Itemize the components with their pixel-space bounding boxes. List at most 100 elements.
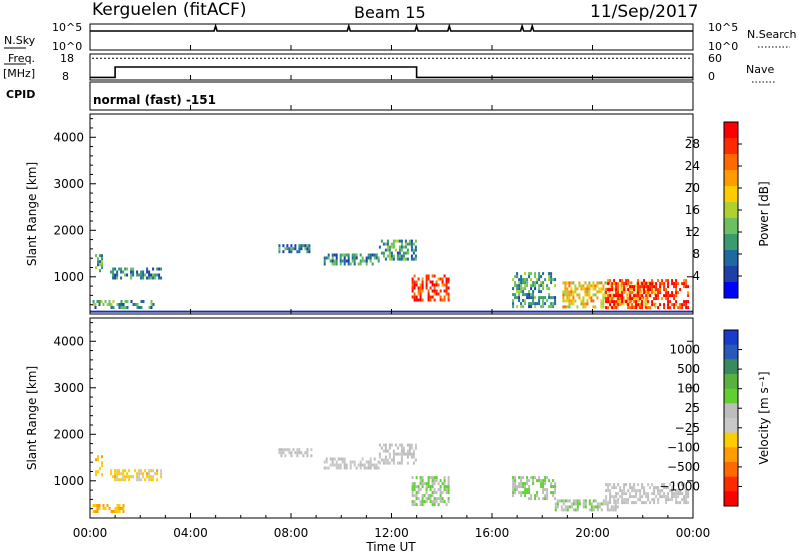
heatmap-cell <box>369 256 372 260</box>
heatmap-cell <box>663 486 666 490</box>
heatmap-cell <box>663 294 666 298</box>
heatmap-cell <box>347 259 350 263</box>
heatmap-cell <box>120 303 123 306</box>
heatmap-cell <box>512 293 515 297</box>
heatmap-cell <box>532 476 535 480</box>
heatmap-cell <box>414 446 417 450</box>
heatmap-cell <box>298 451 301 455</box>
heatmap-cell <box>651 498 654 502</box>
heatmap-cell <box>647 492 650 496</box>
heatmap-cell <box>447 482 450 486</box>
heatmap-cell <box>608 508 611 512</box>
heatmap-cell <box>608 281 611 285</box>
heatmap-cell <box>148 469 151 473</box>
heatmap-cell <box>411 503 414 507</box>
heatmap-cell <box>544 488 547 492</box>
heatmap-cell <box>653 498 656 502</box>
heatmap-cell <box>116 472 119 476</box>
heatmap-cell <box>524 491 527 495</box>
heatmap-cell <box>654 302 657 306</box>
heatmap-cell <box>110 303 113 306</box>
heatmap-cell <box>572 502 575 506</box>
heatmap-cell <box>92 300 95 303</box>
heatmap-cell <box>398 251 401 255</box>
heatmap-cell <box>447 292 450 296</box>
heatmap-cell <box>114 475 117 479</box>
heatmap-cell <box>520 278 523 282</box>
heatmap-cell <box>522 278 525 282</box>
heatmap-cell <box>435 479 438 483</box>
heatmap-cell <box>120 478 123 482</box>
heatmap-cell <box>331 463 334 467</box>
heatmap-cell <box>643 282 646 286</box>
heatmap-cell <box>617 285 620 289</box>
heatmap-cell <box>653 489 656 493</box>
heatmap-cell <box>681 498 684 502</box>
heatmap-cell <box>564 281 567 285</box>
heatmap-cell <box>620 302 623 306</box>
heatmap-cell <box>542 287 545 291</box>
heatmap-cell <box>530 293 533 297</box>
heatmap-cell <box>423 494 426 498</box>
heatmap-cell <box>631 303 634 307</box>
heatmap-cell <box>520 287 523 291</box>
heatmap-cell <box>627 282 630 286</box>
heatmap-cell <box>122 478 125 482</box>
heatmap-cell <box>327 466 330 470</box>
heatmap-cell <box>532 293 535 297</box>
heatmap-cell <box>570 502 573 506</box>
heatmap-cell <box>669 300 672 304</box>
heatmap-cell <box>653 501 656 505</box>
heatmap-cell <box>550 281 553 285</box>
heatmap-cell <box>514 479 517 483</box>
heatmap-cell <box>520 302 523 306</box>
heatmap-cell <box>427 479 430 483</box>
heatmap-cell <box>298 247 301 251</box>
heatmap-cell <box>392 254 395 258</box>
heatmap-cell <box>406 443 409 447</box>
heatmap-cell <box>542 479 545 483</box>
heatmap-cell <box>639 303 642 307</box>
heatmap-cell <box>665 279 668 283</box>
heatmap-cell <box>631 291 634 295</box>
heatmap-cell <box>421 482 424 486</box>
heatmap-cell <box>576 287 579 291</box>
heatmap-cell <box>685 300 688 304</box>
heatmap-cell <box>411 500 414 504</box>
heatmap-cell <box>631 495 634 499</box>
heatmap-cell <box>639 489 642 493</box>
heatmap-cell <box>425 286 428 290</box>
noise-right-tick-bottom: 10^0 <box>708 40 738 53</box>
heatmap-cell <box>415 295 418 299</box>
heatmap-cell <box>605 489 608 493</box>
heatmap-cell <box>433 292 436 296</box>
heatmap-cell <box>294 451 297 455</box>
heatmap-cell <box>118 510 121 513</box>
heatmap-cell <box>410 245 413 249</box>
heatmap-cell <box>637 291 640 295</box>
noise-sky-line <box>90 23 693 32</box>
heatmap-cell <box>655 282 658 286</box>
heatmap-cell <box>433 497 436 501</box>
heatmap-cell <box>290 250 293 254</box>
heatmap-cell <box>564 305 567 309</box>
heatmap-cell <box>377 256 380 260</box>
heatmap-cell <box>554 497 557 501</box>
heatmap-cell <box>683 282 686 286</box>
heatmap-cell <box>112 300 115 303</box>
heatmap-cell <box>447 295 450 299</box>
heatmap-cell <box>572 508 575 512</box>
heatmap-cell <box>578 293 581 297</box>
heatmap-cell <box>681 306 684 310</box>
colorbar-swatch <box>724 218 738 235</box>
heatmap-cell <box>290 451 293 455</box>
heatmap-cell <box>548 296 551 300</box>
heatmap-cell <box>615 486 618 490</box>
heatmap-cell <box>120 270 123 274</box>
heatmap-cell <box>613 498 616 502</box>
heatmap-cell <box>136 472 139 476</box>
heatmap-cell <box>627 297 630 301</box>
heatmap-cell <box>548 278 551 282</box>
